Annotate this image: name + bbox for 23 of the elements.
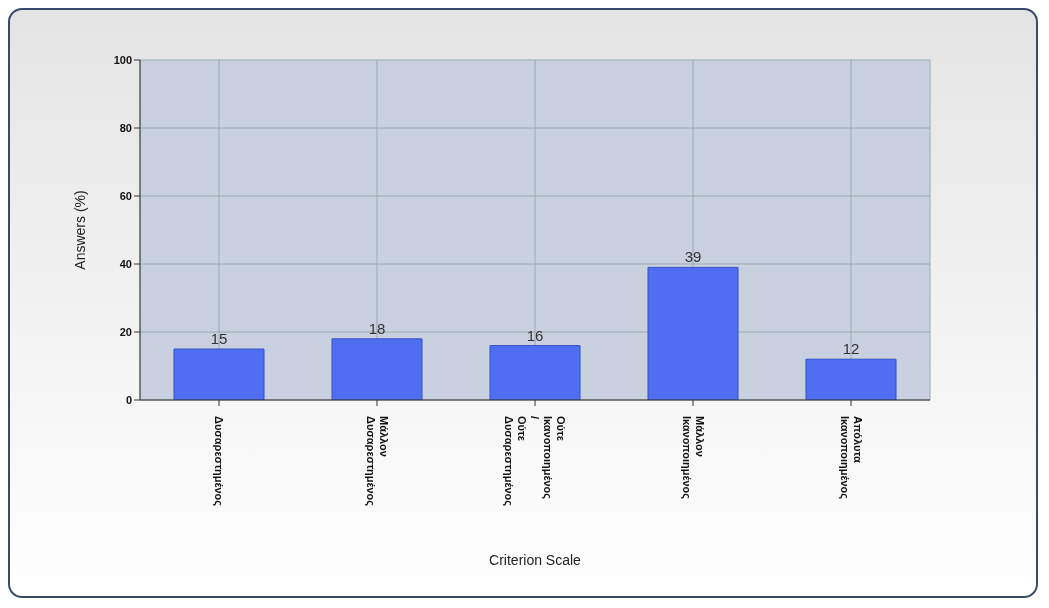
x-axis-title: Criterion Scale	[489, 552, 582, 568]
x-tick-label: Δυσαρεστημένος	[212, 416, 225, 507]
data-label: 39	[684, 248, 702, 266]
data-label: 12	[842, 340, 860, 358]
bar	[647, 266, 739, 400]
y-tick-label: 100	[113, 53, 132, 66]
x-tick-label: Ούτε Ικανοποιημένος / Ούτε Δυσαρεστημένος	[502, 416, 567, 507]
y-tick-label: 80	[119, 121, 132, 134]
y-tick-label: 0	[125, 393, 132, 406]
y-tick-label: 20	[119, 325, 132, 338]
bar	[331, 338, 423, 400]
x-tick-label: Απόλυτα Ικανοποιημένος	[837, 416, 864, 500]
y-axis-title: Answers (%)	[71, 190, 88, 270]
y-tick-label: 40	[119, 257, 132, 270]
x-tick-label: Μάλλον Δυσαρεστημένος	[363, 416, 390, 507]
data-label: 16	[526, 326, 544, 344]
bar	[173, 348, 265, 400]
x-tick-label: Μάλλον Ικανοποιημένος	[679, 416, 706, 500]
bar	[805, 358, 897, 400]
data-label: 15	[210, 330, 228, 347]
data-label: 18	[368, 319, 386, 337]
y-tick-label: 60	[119, 189, 132, 202]
bar	[489, 345, 581, 400]
